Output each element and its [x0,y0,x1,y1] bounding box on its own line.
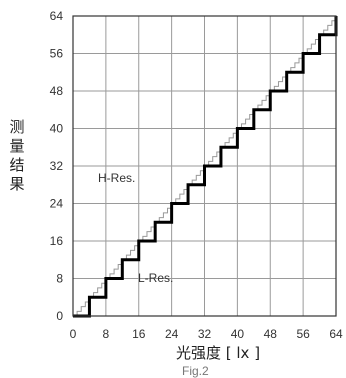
y-tick-label-0: 0 [56,309,63,323]
y-tick-label-40: 40 [50,122,64,136]
y-tick-label-24: 24 [50,197,64,211]
grid [73,16,336,316]
x-axis-label: 光强度 [ lx ] [176,344,261,362]
x-tick-label-8: 8 [103,327,110,341]
series-layer [73,16,338,318]
x-tick-label-40: 40 [231,327,245,341]
series-l-res-line [73,16,338,318]
annotation-l-res: L-Res. [138,271,173,285]
plot-frame [72,15,337,317]
annotation-h-res: H-Res. [98,171,135,185]
x-tick-label-56: 56 [296,327,310,341]
y-tick-label-64: 64 [50,9,64,23]
y-axis-label: 测量结果 [9,118,25,193]
y-tick-label-56: 56 [50,47,64,61]
axes [72,15,337,317]
x-tick-label-0: 0 [70,327,77,341]
x-tick-label-16: 16 [132,327,146,341]
y-tick-label-32: 32 [50,159,64,173]
y-tick-label-16: 16 [50,234,64,248]
figure-caption: Fig.2 [182,364,209,378]
y-tick-label-8: 8 [56,272,63,286]
x-tick-label-64: 64 [329,327,343,341]
y-tick-label-48: 48 [50,84,64,98]
tick-labels: 0 8 16 24 32 40 48 56 64 0 8 16 24 32 40 48 56 64 [50,9,343,341]
x-tick-label-48: 48 [264,327,278,341]
x-tick-label-32: 32 [198,327,212,341]
x-tick-label-24: 24 [165,327,179,341]
